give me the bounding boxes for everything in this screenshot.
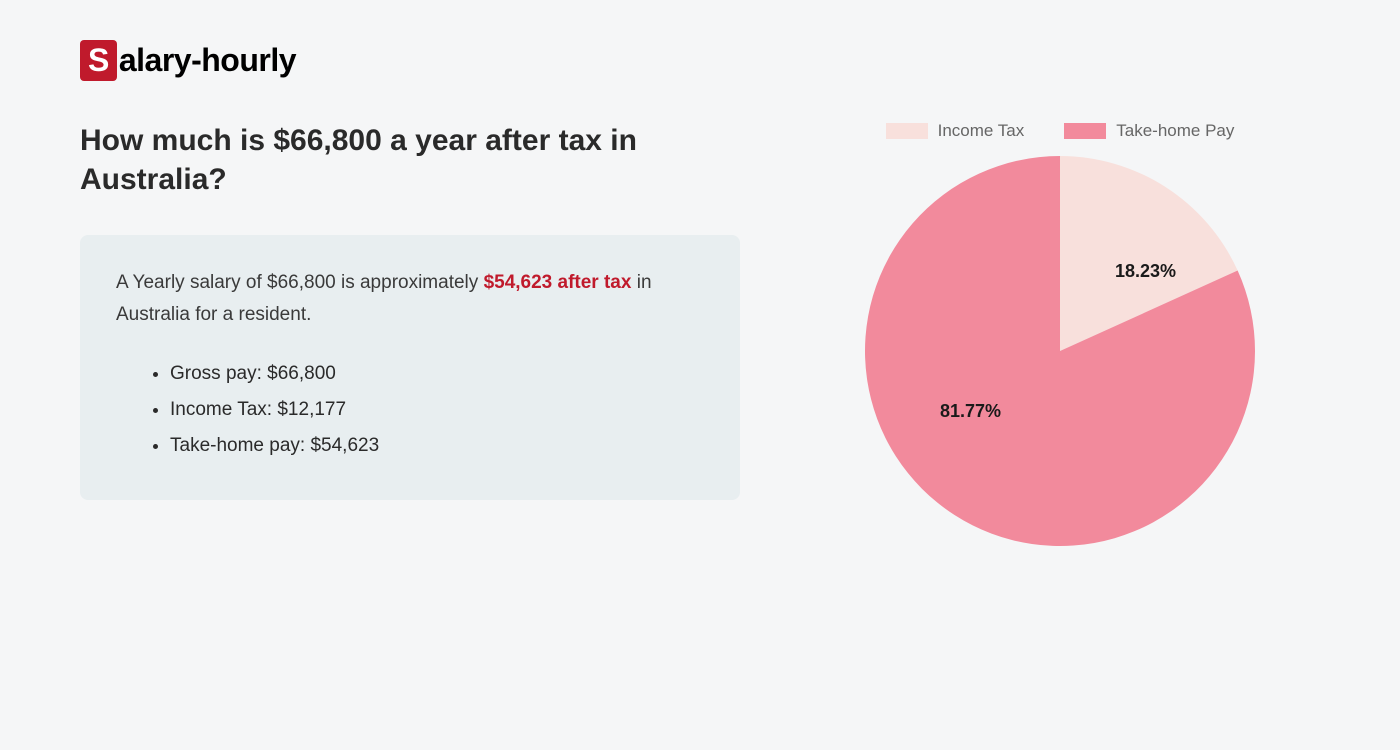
pie-svg — [860, 151, 1260, 551]
chart-legend: Income Tax Take-home Pay — [800, 121, 1320, 141]
page-title: How much is $66,800 a year after tax in … — [80, 121, 740, 199]
legend-swatch — [886, 123, 928, 139]
legend-swatch — [1064, 123, 1106, 139]
pie-chart: 18.23% 81.77% — [860, 151, 1260, 551]
summary-prefix: A Yearly salary of $66,800 is approximat… — [116, 272, 484, 293]
summary-text: A Yearly salary of $66,800 is approximat… — [116, 267, 704, 332]
list-item: Take-home pay: $54,623 — [170, 428, 704, 464]
left-column: How much is $66,800 a year after tax in … — [80, 121, 740, 551]
list-item: Gross pay: $66,800 — [170, 356, 704, 392]
logo-badge: S — [80, 40, 117, 81]
pie-slice-label: 81.77% — [940, 401, 1001, 422]
main-content: How much is $66,800 a year after tax in … — [80, 121, 1320, 551]
pie-slice-label: 18.23% — [1115, 261, 1176, 282]
summary-highlight: $54,623 after tax — [484, 272, 632, 293]
legend-label: Take-home Pay — [1116, 121, 1234, 141]
legend-item-take-home: Take-home Pay — [1064, 121, 1234, 141]
logo-text: alary-hourly — [119, 42, 296, 79]
legend-label: Income Tax — [938, 121, 1025, 141]
right-column: Income Tax Take-home Pay 18.23% 81.77% — [800, 121, 1320, 551]
bullet-list: Gross pay: $66,800 Income Tax: $12,177 T… — [116, 356, 704, 464]
logo: Salary-hourly — [80, 40, 1320, 81]
list-item: Income Tax: $12,177 — [170, 392, 704, 428]
legend-item-income-tax: Income Tax — [886, 121, 1025, 141]
summary-box: A Yearly salary of $66,800 is approximat… — [80, 235, 740, 500]
